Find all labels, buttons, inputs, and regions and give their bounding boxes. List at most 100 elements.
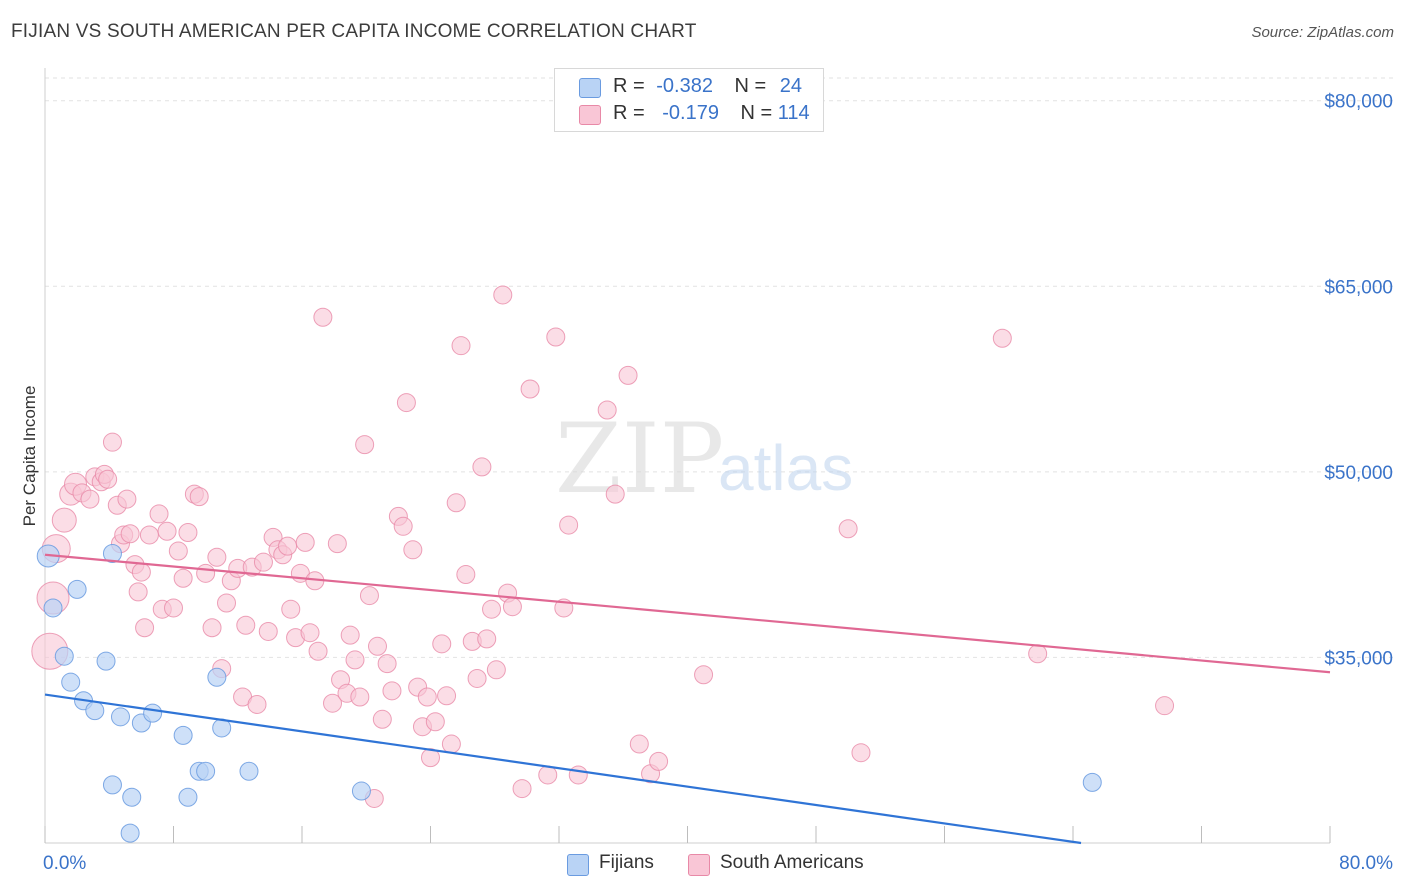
y-tick-label: $65,000: [1324, 277, 1393, 298]
data-point-south-americans: [568, 765, 588, 785]
data-point-south-americans: [538, 765, 558, 785]
watermark-atlas: atlas: [718, 432, 853, 504]
y-axis-label: Per Capita Income: [20, 386, 39, 527]
data-point-south-americans: [120, 524, 140, 544]
data-point-south-americans: [992, 328, 1012, 348]
data-point-south-americans: [247, 694, 267, 714]
data-point-fijians: [207, 667, 227, 687]
data-point-south-americans: [80, 489, 100, 509]
bottom-legend-swatch-south-americans: [688, 854, 710, 876]
data-point-south-americans: [278, 536, 298, 556]
data-point-south-americans: [313, 307, 333, 327]
data-point-south-americans: [605, 484, 625, 504]
data-point-south-americans: [393, 516, 413, 536]
y-tick-label: $35,000: [1324, 648, 1393, 669]
data-point-south-americans: [1155, 696, 1175, 716]
data-point-fijians: [96, 651, 116, 671]
data-point-fijians: [61, 672, 81, 692]
data-point-south-americans: [559, 515, 579, 535]
data-point-fijians: [178, 787, 198, 807]
data-point-south-americans: [217, 593, 237, 613]
tick-labels: $35,000 $50,000 $65,000 $80,000 0.0% 80.0%: [43, 92, 1393, 874]
watermark-zip: ZIP: [555, 403, 724, 515]
data-point-south-americans: [403, 540, 423, 560]
data-point-south-americans: [359, 586, 379, 606]
y-tick-label: $80,000: [1324, 92, 1393, 113]
legend-swatch-south-americans: [579, 105, 601, 125]
data-point-south-americans: [164, 598, 183, 618]
data-point-south-americans: [502, 597, 522, 617]
chart-title: FIJIAN VS SOUTH AMERICAN PER CAPITA INCO…: [11, 21, 697, 42]
data-point-south-americans: [477, 629, 497, 649]
data-point-south-americans: [512, 779, 532, 799]
data-point-south-americans: [350, 687, 370, 707]
legend-n-label: N =: [734, 75, 767, 97]
data-point-south-americans: [649, 751, 669, 771]
data-point-fijians: [196, 761, 216, 781]
data-point-south-americans: [851, 743, 871, 763]
data-point-south-americans: [417, 687, 437, 707]
trend-line-fijians: [44, 693, 1082, 845]
bottom-legend-label-fijians: Fijians: [599, 852, 654, 873]
series-south-americans: [31, 285, 1175, 808]
axes: [44, 68, 1331, 844]
data-point-south-americans: [135, 618, 155, 638]
legend-r-label: R =: [613, 75, 645, 97]
data-point-south-americans: [345, 650, 365, 670]
trend-lines: [44, 553, 1331, 845]
data-point-south-americans: [98, 469, 118, 489]
data-point-south-americans: [367, 636, 387, 656]
bottom-legend-label-south-americans: South Americans: [720, 852, 864, 873]
data-point-south-americans: [486, 660, 506, 680]
legend-r-value: -0.382: [656, 75, 713, 97]
data-point-south-americans: [597, 400, 617, 420]
data-point-south-americans: [281, 599, 301, 619]
data-point-south-americans: [128, 582, 148, 602]
data-point-south-americans: [629, 734, 649, 754]
data-point-south-americans: [51, 507, 77, 533]
data-point-south-americans: [295, 532, 315, 552]
data-point-fijians: [143, 703, 163, 723]
data-point-fijians: [102, 775, 122, 795]
data-point-south-americans: [520, 379, 540, 399]
data-point-south-americans: [323, 693, 343, 713]
data-point-south-americans: [546, 327, 566, 347]
data-point-south-americans: [196, 563, 216, 583]
data-point-south-americans: [493, 285, 513, 305]
data-point-south-americans: [618, 365, 638, 385]
data-point-south-americans: [189, 487, 209, 507]
data-point-south-americans: [173, 568, 193, 588]
y-tick-label: $50,000: [1324, 463, 1393, 484]
trend-line-south-americans: [44, 553, 1331, 674]
data-point-south-americans: [451, 336, 471, 356]
data-point-south-americans: [694, 665, 714, 685]
data-point-south-americans: [372, 709, 392, 729]
data-point-south-americans: [258, 621, 278, 641]
x-tick-label-min: 0.0%: [43, 853, 86, 874]
data-point-fijians: [120, 823, 140, 843]
data-point-south-americans: [327, 534, 347, 554]
data-point-south-americans: [355, 435, 375, 455]
data-point-south-americans: [131, 562, 151, 582]
bottom-legend-swatch-fijians: [567, 854, 589, 876]
data-point-fijians: [67, 579, 87, 599]
data-point-south-americans: [340, 625, 360, 645]
data-point-south-americans: [1028, 644, 1048, 664]
data-point-south-americans: [202, 618, 222, 638]
data-point-south-americans: [117, 489, 137, 509]
data-point-fijians: [85, 701, 105, 721]
data-point-south-americans: [168, 541, 188, 561]
data-point-fijians: [122, 787, 142, 807]
data-point-south-americans: [432, 634, 452, 654]
data-point-fijians: [173, 725, 193, 745]
data-point-south-americans: [456, 565, 476, 585]
x-tick-label-max: 80.0%: [1339, 853, 1393, 874]
legend-n-value: 114: [777, 102, 810, 124]
data-point-south-americans: [382, 681, 402, 701]
watermark: ZIP atlas: [555, 403, 853, 515]
data-point-south-americans: [236, 615, 256, 635]
data-point-south-americans: [467, 668, 487, 688]
legend-r-value: -0.179: [662, 102, 719, 124]
legend-text-south-americans: R = -0.179 N = 114: [613, 102, 810, 125]
legend-n-value: 24: [779, 75, 803, 97]
